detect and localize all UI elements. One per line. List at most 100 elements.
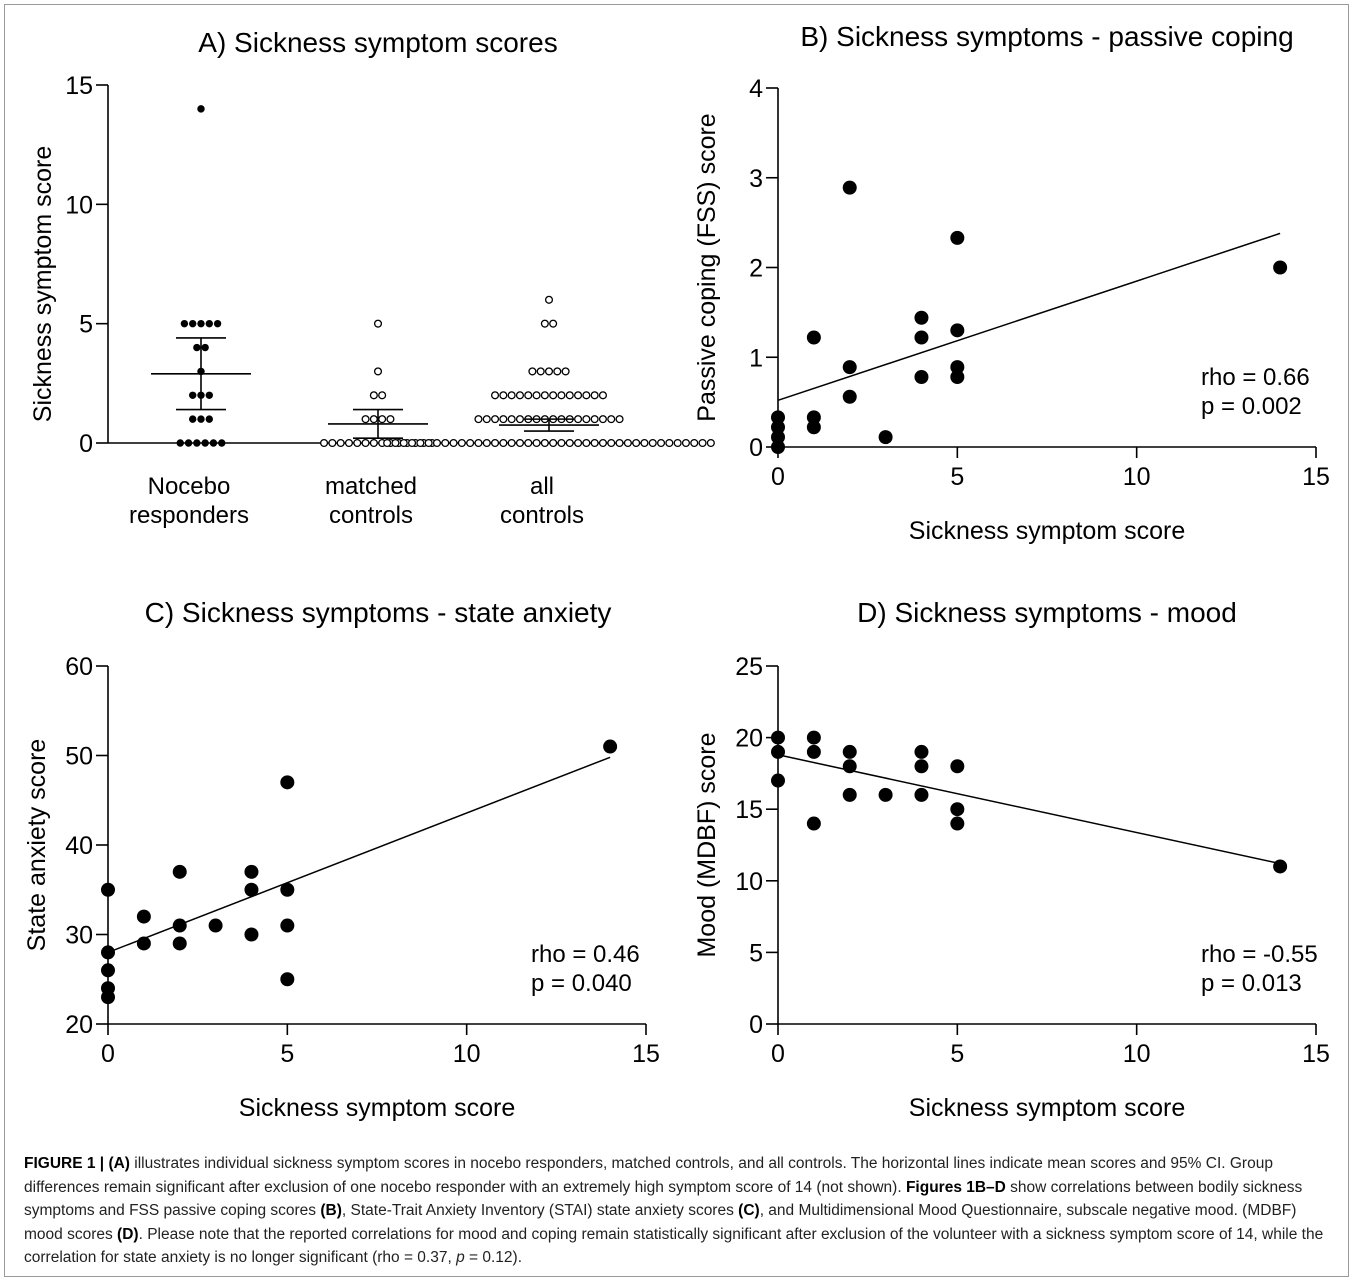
panel-c-point: [280, 972, 295, 987]
panel-b-x-tick-label: 15: [1302, 463, 1330, 491]
panel-a-point: [690, 438, 699, 448]
panel-a-point: [466, 438, 475, 448]
panel-b-point: [806, 330, 821, 345]
panel-a-point: [424, 438, 433, 448]
panel-a-point: [698, 438, 707, 448]
panel-b-point: [771, 420, 785, 435]
caption-text-4: , and Multidimensional Mood Questionnair…: [24, 1202, 1297, 1243]
panel-c-point: [244, 864, 259, 879]
panel-a-point: [184, 439, 193, 447]
panel-a-point: [598, 391, 607, 400]
panel-a-title: A) Sickness symptom scores: [198, 27, 557, 58]
panel-c-x-tick-label: 0: [101, 1040, 115, 1068]
panel-a-y-tick-label: 5: [79, 311, 93, 339]
panel-a-point: [582, 415, 591, 424]
panel-a-point: [499, 415, 508, 424]
panel-a-point: [197, 415, 205, 423]
panel-a-point: [598, 438, 607, 448]
panel-b-point: [878, 430, 893, 445]
panel-a-category-label: Nocebo responders: [129, 473, 249, 529]
panel-c-title: C) Sickness symptoms - state anxiety: [145, 597, 612, 628]
panel-c-point: [208, 918, 223, 933]
panel-d-point: [914, 759, 929, 774]
panel-b-title: B) Sickness symptoms - passive coping: [800, 21, 1293, 52]
panel-a-category-label: matched controls: [325, 473, 417, 529]
panel-c-point: [101, 981, 115, 996]
panel-a-point: [553, 367, 562, 376]
panel-c-fit-line: [107, 756, 611, 954]
panel-a-point: [561, 367, 570, 376]
panel-a-point: [536, 367, 545, 376]
panel-a-point: [540, 319, 549, 328]
panel-a-point: [490, 438, 500, 448]
panel-d-point: [771, 773, 785, 788]
panel-d-point: [806, 744, 821, 759]
panel-a-point: [582, 438, 591, 448]
panel-a-point: [507, 415, 516, 424]
panel-c-y-tick-label: 30: [65, 922, 93, 950]
panel-a-point: [615, 438, 624, 448]
panel-a-point: [201, 439, 209, 447]
panel-c-point: [280, 918, 295, 933]
panel-a-point: [432, 438, 442, 448]
panel-b-point: [842, 389, 857, 404]
panel-a-point: [507, 391, 516, 400]
panel-b-point: [806, 410, 821, 425]
panel-a-point: [640, 438, 649, 448]
panel-a-point: [656, 438, 666, 448]
panel-a-point: [328, 438, 337, 448]
panel-d-x-tick-label: 5: [950, 1040, 964, 1068]
caption-c-label: (C): [738, 1202, 760, 1219]
panel-a-point: [590, 438, 599, 448]
panel-c-point: [101, 882, 115, 897]
panel-a-point: [369, 438, 378, 448]
panel-a-point: [416, 438, 425, 448]
panel-d-point: [950, 816, 965, 831]
panel-c-point: [101, 963, 115, 978]
panel-b-fit-line: [777, 232, 1281, 402]
caption-figure-label: FIGURE 1 |: [24, 1155, 105, 1172]
panel-a-point: [201, 343, 209, 352]
panel-c-x-tick-label: 15: [632, 1040, 660, 1068]
panel-c-x-tick-label: 5: [280, 1040, 294, 1068]
panel-a-point: [549, 391, 558, 400]
panel-a-point: [623, 438, 632, 448]
panel-d-point: [950, 802, 965, 817]
figure-caption: FIGURE 1 | (A) illustrates individual si…: [24, 1152, 1334, 1270]
panel-d-y-tick-label: 5: [749, 939, 763, 967]
panel-d-x-tick-label: 15: [1302, 1040, 1330, 1068]
panel-a-point: [378, 391, 387, 400]
panel-a-point: [193, 439, 201, 447]
panel-a-point: [319, 438, 329, 448]
panel-d-x-tick-label: 0: [771, 1040, 785, 1068]
panel-a-point: [209, 439, 218, 447]
panel-a-y-axis-label: Sickness symptom score: [29, 146, 57, 422]
panel-a-point: [490, 391, 500, 400]
panel-d-point: [878, 787, 893, 802]
panel-d-point: [914, 787, 929, 802]
panel-a-point: [205, 391, 213, 399]
panel-a-point: [582, 391, 591, 400]
panel-a-point: [474, 438, 483, 448]
panel-d-point: [771, 730, 785, 745]
panel-a-point: [197, 105, 205, 113]
panel-a-point: [515, 391, 524, 400]
panel-c-point: [603, 739, 618, 754]
panel-c-x-tick-label: 10: [453, 1040, 481, 1068]
panel-a-point: [590, 391, 599, 400]
panel-d-point: [806, 816, 821, 831]
panel-b-annotation: rho = 0.66: [1201, 364, 1310, 391]
caption-d-label: (D): [117, 1225, 139, 1243]
panel-b-point: [914, 310, 929, 325]
panel-b-point: [950, 360, 965, 375]
panel-a-point: [528, 367, 537, 376]
panel-d-y-tick-label: 15: [735, 796, 763, 824]
panel-d-title: D) Sickness symptoms - mood: [857, 597, 1237, 628]
panel-a-point: [549, 319, 558, 328]
panel-a-point: [361, 438, 370, 448]
panel-a-point: [565, 391, 574, 400]
panel-a-point: [361, 415, 370, 424]
panel-a-point: [515, 438, 524, 448]
panel-a-point: [565, 438, 574, 448]
figure-canvas: A) Sickness symptom scores 0 5 10 15 Sickness…: [23, 21, 1330, 1122]
